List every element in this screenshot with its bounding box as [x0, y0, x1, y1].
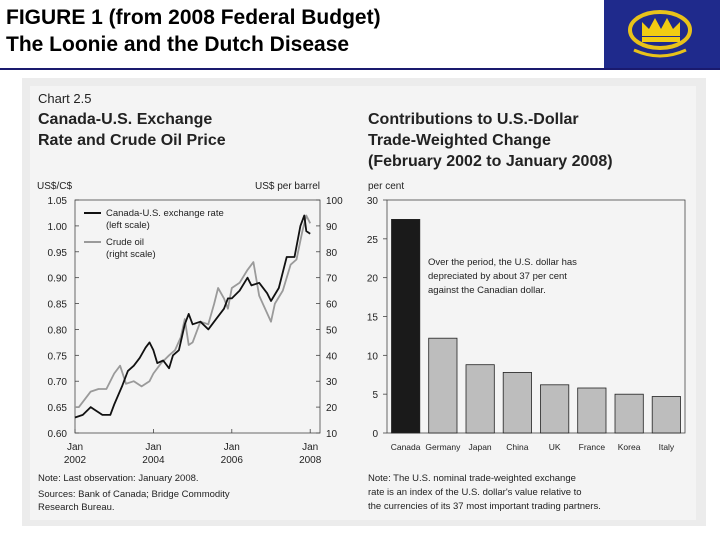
exchange-oil-chart: Chart 2.5 Canada-U.S. Exchange Rate and …: [37, 91, 343, 513]
annotation-line-1: Over the period, the U.S. dollar has: [428, 257, 577, 268]
right-chart-title-line-2: Trade-Weighted Change: [368, 132, 551, 149]
left-chart-title-line-1: Canada-U.S. Exchange: [38, 111, 212, 128]
left-y-tick-label: 0.70: [48, 377, 68, 388]
legend-label-crude-oil: Crude oil: [106, 237, 144, 248]
bars-group: [391, 218, 681, 434]
x-tick-year: 2002: [64, 455, 87, 466]
contributions-bar-chart: Contributions to U.S.-Dollar Trade-Weigh…: [367, 111, 686, 512]
chart-number: Chart 2.5: [38, 91, 91, 106]
bar-y-tick-label: 20: [367, 274, 379, 285]
right-y-tick-label: 10: [326, 429, 338, 440]
left-y-tick-label: 0.65: [48, 403, 68, 414]
right-chart-title-line-1: Contributions to U.S.-Dollar: [368, 111, 579, 128]
left-y-tick-label: 1.05: [48, 196, 68, 207]
left-y-tick-label: 0.60: [48, 429, 68, 440]
bar-category-label: France: [579, 442, 606, 452]
legend-note-crude-oil: (right scale): [106, 249, 156, 260]
left-y-tick-label: 1.00: [48, 222, 68, 233]
right-y-tick-label: 30: [326, 377, 338, 388]
left-chart-title-line-2: Rate and Crude Oil Price: [38, 132, 226, 149]
right-y-tick-label: 80: [326, 248, 338, 259]
legend-label-exchange-rate: Canada-U.S. exchange rate: [106, 208, 224, 219]
exchange-rate-line: [74, 214, 311, 419]
legend: Canada-U.S. exchange rate (left scale) C…: [84, 208, 224, 260]
right-y-tick-label: 40: [326, 351, 338, 362]
x-tick-month: Jan: [67, 442, 83, 453]
bar-category-label: China: [506, 442, 528, 452]
left-y-tick-label: 0.90: [48, 274, 68, 285]
x-tick-year: 2008: [299, 455, 322, 466]
right-note-line-2: rate is an index of the U.S. dollar's va…: [368, 487, 582, 498]
left-y-ticks: 1.05 1.00 0.95 0.90 0.85 0.80 0.75 0.70 0.65 0.60: [48, 196, 79, 440]
slide-title: FIGURE 1 (from 2008 Federal Budget) The …: [6, 4, 381, 58]
annotation-line-2: depreciated by about 37 per cent: [428, 271, 567, 282]
chart-scan-panel: [30, 86, 696, 520]
x-tick-month: Jan: [145, 442, 161, 453]
bar-category-label: Japan: [469, 442, 492, 452]
bar-y-tick-label: 10: [367, 351, 379, 362]
bar-y-tick-label: 25: [367, 235, 379, 246]
slide-title-line-2: The Loonie and the Dutch Disease: [6, 33, 350, 56]
right-y-tick-label: 60: [326, 300, 338, 311]
bar-korea: [614, 393, 644, 434]
crown-icon: [628, 10, 692, 58]
plot-frame: [74, 199, 321, 434]
bar-italy: [651, 396, 681, 434]
annotation-box: [423, 252, 643, 300]
x-tick-month: Jan: [302, 442, 318, 453]
bar-category-label: Germany: [425, 442, 461, 452]
right-y-tick-label: 50: [326, 325, 338, 336]
bar-japan: [465, 364, 495, 434]
bar-plot-frame: [386, 199, 686, 434]
bar-category-label: Korea: [618, 442, 641, 452]
left-axis-label: US$/C$: [37, 181, 72, 192]
left-y-tick-label: 0.95: [48, 248, 68, 259]
right-y-tick-label: 70: [326, 274, 338, 285]
bar-y-tick-label: 15: [367, 313, 379, 324]
line-series-group: [74, 214, 312, 419]
left-y-tick-label: 0.75: [48, 351, 68, 362]
crude-oil-line: [75, 214, 312, 409]
right-y-tick-label: 100: [326, 196, 343, 207]
right-axis-label: US$ per barrel: [255, 181, 320, 192]
bar-category-labels: Canada Germany Japan China UK France Korea Ital…: [391, 442, 675, 452]
bar-y-ticks: 30 25 20 15 10 5 0: [367, 196, 387, 440]
right-note-line-1: Note: The U.S. nominal trade-weighted ex…: [368, 473, 576, 484]
legend-note-exchange-rate: (left scale): [106, 220, 150, 231]
right-chart-title-line-3: (February 2002 to January 2008): [368, 153, 613, 170]
right-y-tick-label: 20: [326, 403, 338, 414]
bar-y-axis-label: per cent: [368, 181, 404, 192]
right-y-ticks: 100 90 80 70 60 50 40 30 20 10: [316, 196, 343, 440]
left-note-line-2: Sources: Bank of Canada; Bridge Commodit…: [38, 489, 230, 500]
x-tick-year: 2006: [221, 455, 244, 466]
crown-logo: [604, 0, 720, 68]
bar-y-tick-label: 5: [372, 390, 378, 401]
x-ticks: Jan 2002 Jan 2004 Jan 2006 Jan 2008: [64, 429, 322, 466]
x-tick-year: 2004: [142, 455, 165, 466]
slide-title-line-1: FIGURE 1 (from 2008 Federal Budget): [6, 6, 381, 29]
x-tick-month: Jan: [224, 442, 240, 453]
left-y-tick-label: 0.80: [48, 325, 68, 336]
bar-y-tick-label: 30: [367, 196, 379, 207]
right-note-line-3: the currencies of its 37 most important …: [368, 501, 601, 512]
left-note-line-1: Note: Last observation: January 2008.: [38, 473, 199, 484]
bar-canada: [391, 218, 421, 434]
title-divider: [0, 68, 720, 70]
bar-china: [502, 371, 532, 434]
right-y-tick-label: 90: [326, 222, 338, 233]
bar-germany: [428, 337, 458, 434]
bar-uk: [540, 384, 570, 434]
bar-france: [577, 387, 607, 434]
annotation-line-3: against the Canadian dollar.: [428, 285, 546, 296]
bar-category-label: Canada: [391, 442, 421, 452]
left-y-tick-label: 0.85: [48, 300, 68, 311]
left-note-line-3: Research Bureau.: [38, 502, 115, 513]
bar-y-tick-label: 0: [372, 429, 378, 440]
bar-category-label: Italy: [659, 442, 675, 452]
bar-category-label: UK: [549, 442, 561, 452]
